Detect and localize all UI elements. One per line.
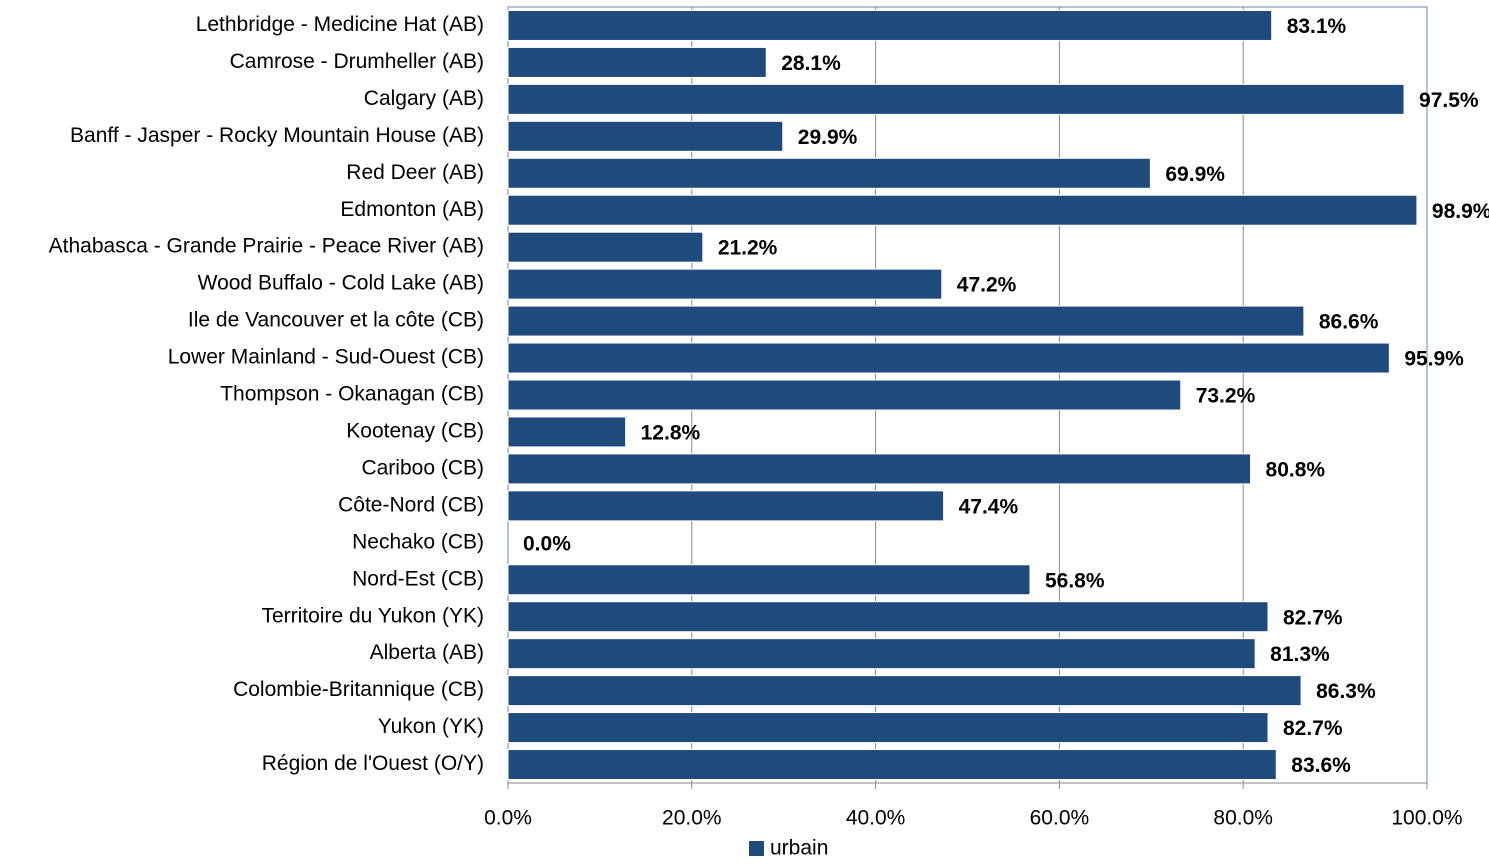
data-label: 83.6% bbox=[1291, 754, 1351, 777]
y-tick-label: Côte-Nord (CB) bbox=[338, 493, 484, 516]
y-tick-label: Thompson - Okanagan (CB) bbox=[220, 383, 484, 406]
bar bbox=[507, 749, 1277, 781]
bar bbox=[507, 490, 945, 522]
data-label: 56.8% bbox=[1045, 569, 1105, 592]
legend-label: urbain bbox=[770, 837, 828, 860]
data-label: 86.6% bbox=[1319, 311, 1379, 334]
y-tick-label: Ile de Vancouver et la côte (CB) bbox=[188, 309, 484, 332]
data-label: 28.1% bbox=[781, 52, 841, 75]
bar bbox=[507, 601, 1269, 633]
data-label: 47.2% bbox=[957, 274, 1017, 297]
bar bbox=[507, 675, 1302, 707]
y-tick-label: Banff - Jasper - Rocky Mountain House (A… bbox=[70, 124, 484, 147]
bar bbox=[507, 638, 1256, 670]
data-label: 12.8% bbox=[641, 421, 701, 444]
data-label: 80.8% bbox=[1266, 458, 1326, 481]
data-label: 0.0% bbox=[523, 532, 571, 555]
bar bbox=[507, 9, 1273, 41]
y-tick-label: Athabasca - Grande Prairie - Peace River… bbox=[49, 235, 484, 258]
bar bbox=[507, 194, 1418, 226]
x-tick-label: 40.0% bbox=[846, 807, 906, 830]
y-tick-label: Edmonton (AB) bbox=[340, 198, 484, 221]
data-label: 86.3% bbox=[1316, 680, 1376, 703]
bar bbox=[507, 416, 627, 448]
data-label: 21.2% bbox=[718, 237, 778, 260]
y-tick-label: Nord-Est (CB) bbox=[352, 567, 484, 590]
x-tick-label: 20.0% bbox=[662, 807, 722, 830]
data-label: 73.2% bbox=[1196, 385, 1256, 408]
bar bbox=[507, 379, 1182, 411]
y-tick-label: Région de l'Ouest (O/Y) bbox=[262, 752, 484, 775]
y-tick-label: Lethbridge - Medicine Hat (AB) bbox=[196, 13, 484, 36]
y-tick-label: Territoire du Yukon (YK) bbox=[261, 604, 484, 627]
y-tick-label: Nechako (CB) bbox=[352, 530, 484, 553]
x-tick-label: 80.0% bbox=[1213, 807, 1273, 830]
bar bbox=[507, 453, 1252, 485]
y-tick-label: Calgary (AB) bbox=[364, 87, 484, 110]
bar bbox=[507, 157, 1151, 189]
data-label: 81.3% bbox=[1270, 643, 1330, 666]
x-tick-label: 0.0% bbox=[484, 807, 532, 830]
bar bbox=[507, 712, 1269, 744]
legend-swatch bbox=[749, 841, 764, 856]
y-tick-label: Colombie-Britannique (CB) bbox=[233, 678, 484, 701]
y-tick-label: Cariboo (CB) bbox=[361, 456, 484, 479]
data-label: 29.9% bbox=[798, 126, 858, 149]
bar bbox=[507, 83, 1405, 115]
data-label: 47.4% bbox=[959, 495, 1019, 518]
data-label: 95.9% bbox=[1404, 348, 1464, 371]
bar bbox=[507, 342, 1390, 374]
bar bbox=[507, 46, 767, 78]
data-label: 83.1% bbox=[1287, 15, 1347, 38]
y-tick-label: Lower Mainland - Sud-Ouest (CB) bbox=[168, 346, 484, 369]
data-label: 98.9% bbox=[1432, 200, 1489, 223]
bar bbox=[507, 231, 704, 263]
bar bbox=[507, 120, 784, 152]
y-tick-label: Alberta (AB) bbox=[370, 641, 484, 664]
y-tick-label: Red Deer (AB) bbox=[346, 161, 484, 184]
bar bbox=[507, 268, 943, 300]
bar bbox=[507, 564, 1031, 596]
x-tick-label: 100.0% bbox=[1391, 807, 1462, 830]
x-tick-label: 60.0% bbox=[1030, 807, 1090, 830]
data-label: 82.7% bbox=[1283, 717, 1343, 740]
data-label: 69.9% bbox=[1165, 163, 1225, 186]
bar bbox=[507, 305, 1305, 337]
y-tick-label: Yukon (YK) bbox=[378, 715, 484, 738]
y-tick-label: Wood Buffalo - Cold Lake (AB) bbox=[198, 272, 484, 295]
data-label: 97.5% bbox=[1419, 89, 1479, 112]
y-tick-label: Kootenay (CB) bbox=[346, 419, 484, 442]
data-label: 82.7% bbox=[1283, 606, 1343, 629]
y-tick-label: Camrose - Drumheller (AB) bbox=[230, 50, 484, 73]
